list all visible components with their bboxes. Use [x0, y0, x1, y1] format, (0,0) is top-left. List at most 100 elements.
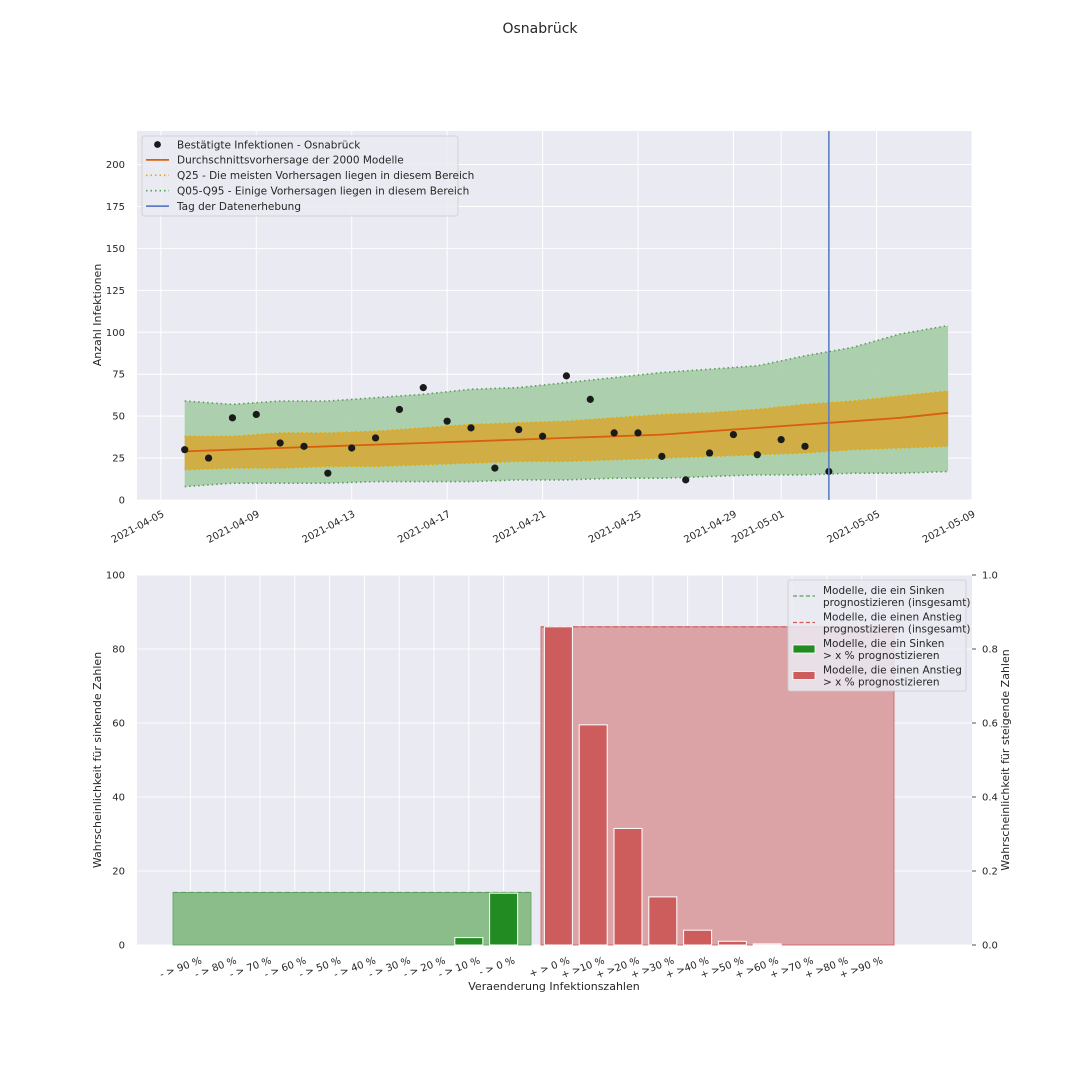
x-tick-label: 2021-05-09 [921, 509, 977, 546]
observed-point [395, 405, 404, 414]
legend-label: Modelle, die ein Sinken [823, 638, 944, 650]
y-tick-label: 0 [119, 941, 125, 952]
x-tick-labels: 2021-04-05 2021-04-09 2021-04-13 2021-04-17… [110, 509, 978, 546]
observed-point [443, 417, 451, 425]
right-y-tick-label: 0.2 [982, 867, 998, 878]
legend-label: Tag der Datenerhebung [176, 201, 301, 213]
bar [454, 937, 484, 946]
legend-marker [154, 141, 161, 148]
y-tick-label: 20 [112, 867, 125, 878]
observed-point [538, 432, 547, 440]
right-y-tick-labels: 0.0 0.2 0.4 0.6 0.8 1.0 [972, 571, 998, 952]
bar [489, 892, 519, 946]
right-y-tick-label: 0.6 [982, 719, 998, 730]
q25-lower-line [184, 445, 949, 471]
legend-label: Q25 - Die meisten Vorhersagen liegen in … [177, 170, 474, 182]
x-tick-label: 2021-04-29 [682, 509, 738, 546]
y-tick-label: 60 [112, 719, 125, 730]
y-tick-label: 0 [119, 496, 125, 507]
observed-point [705, 449, 714, 457]
right-y-tick-label: 0.8 [982, 645, 998, 656]
legend-label: prognostizieren (insgesamt) [823, 624, 970, 636]
total-decline-area [172, 892, 532, 946]
bar [578, 724, 608, 946]
observed-point [491, 464, 499, 472]
x-tick-label: 2021-04-21 [491, 509, 547, 546]
x-tick-label: 2021-04-09 [205, 509, 261, 546]
legend-label: prognostizieren (insgesamt) [823, 597, 970, 609]
legend-label: Q05-Q95 - Einige Vorhersagen liegen in d… [177, 186, 469, 198]
y-tick-label: 40 [112, 793, 125, 804]
q25-band [184, 391, 949, 470]
observed-point [371, 434, 380, 442]
x-tick-label: 2021-04-25 [587, 509, 643, 546]
legend-box [787, 579, 967, 692]
observed-point [419, 384, 427, 392]
bar [752, 943, 782, 946]
x-tick-label: 2021-04-17 [396, 509, 452, 546]
y-axis-label: Wahrscheinlichkeit für sinkende Zahlen [91, 652, 104, 868]
x-tick-labels: - > 90 %- > 80 %- > 70 %- > 60 %- > 50 %… [159, 955, 885, 981]
observed-point [181, 446, 189, 454]
legend-label: Modelle, die ein Sinken [823, 585, 944, 597]
observed-point [729, 430, 738, 439]
right-y-tick-label: 1.0 [982, 571, 998, 582]
legend-label: > x % prognostizieren [823, 650, 940, 662]
legend-label: > x % prognostizieren [823, 677, 940, 689]
observed-point [753, 451, 761, 459]
observed-point [562, 372, 571, 380]
q95-line [184, 324, 949, 406]
observed-point [204, 454, 213, 462]
legend-label: Bestätigte Infektionen - Osnabrück [177, 139, 361, 151]
y-axis-label: Anzahl Infektionen [91, 264, 104, 367]
legend: Modelle, die ein Sinken prognostizieren … [787, 579, 970, 692]
x-tick-label: - > 0 % [478, 955, 517, 978]
right-y-axis-label: Wahrscheinlichkeit für steigende Zahlen [999, 649, 1012, 870]
observed-point [300, 442, 308, 450]
observed-point [586, 395, 594, 403]
x-tick-label: 2021-05-01 [730, 509, 786, 546]
y-tick-label: 200 [106, 160, 125, 171]
observed-point [228, 414, 237, 422]
legend-label: Modelle, die einen Anstieg [823, 612, 962, 624]
observed-point [801, 442, 809, 450]
y-tick-label: 25 [112, 454, 125, 465]
y-tick-labels: 0 20 40 60 80 100 [106, 571, 125, 952]
bar [717, 940, 747, 946]
legend-swatch [792, 644, 816, 654]
right-y-tick-label: 0.4 [982, 793, 998, 804]
legend-label: Durchschnittsvorhersage der 2000 Modelle [177, 155, 404, 167]
x-tick-label: 2021-05-05 [825, 509, 881, 546]
legend-label: Modelle, die einen Anstieg [823, 665, 962, 677]
observed-point [467, 424, 475, 432]
bar [683, 929, 713, 946]
chart-title: Osnabrück [502, 21, 578, 37]
x-axis-label: Veraenderung Infektionszahlen [468, 980, 639, 993]
y-tick-label: 100 [106, 328, 125, 339]
q25-upper-line [184, 390, 949, 438]
y-tick-label: 100 [106, 571, 125, 582]
y-tick-label: 50 [112, 412, 125, 423]
observed-point [610, 429, 618, 437]
observed-point [348, 444, 356, 452]
observed-point [634, 429, 642, 437]
bar [613, 827, 643, 946]
mean-forecast-line [184, 411, 949, 453]
x-tick-label: 2021-04-13 [301, 509, 357, 546]
right-y-tick-label: 0.0 [982, 941, 998, 952]
observed-point [658, 452, 666, 460]
bar [543, 626, 573, 946]
legend-box [141, 135, 459, 217]
legend-swatch [792, 671, 816, 680]
probability-chart: 0 20 40 60 80 100 0.0 0.2 0.4 0.6 0.8 1.0 - > 90 %… [91, 571, 1012, 994]
legend: Bestätigte Infektionen - Osnabrück Durchs… [141, 135, 474, 217]
observed-point [276, 439, 284, 447]
observed-point [324, 469, 332, 477]
q05-line [184, 470, 949, 488]
y-tick-label: 175 [106, 202, 125, 213]
y-tick-label: 150 [106, 244, 125, 255]
x-tick-label: 2021-04-05 [110, 509, 166, 546]
observed-point [682, 476, 690, 484]
